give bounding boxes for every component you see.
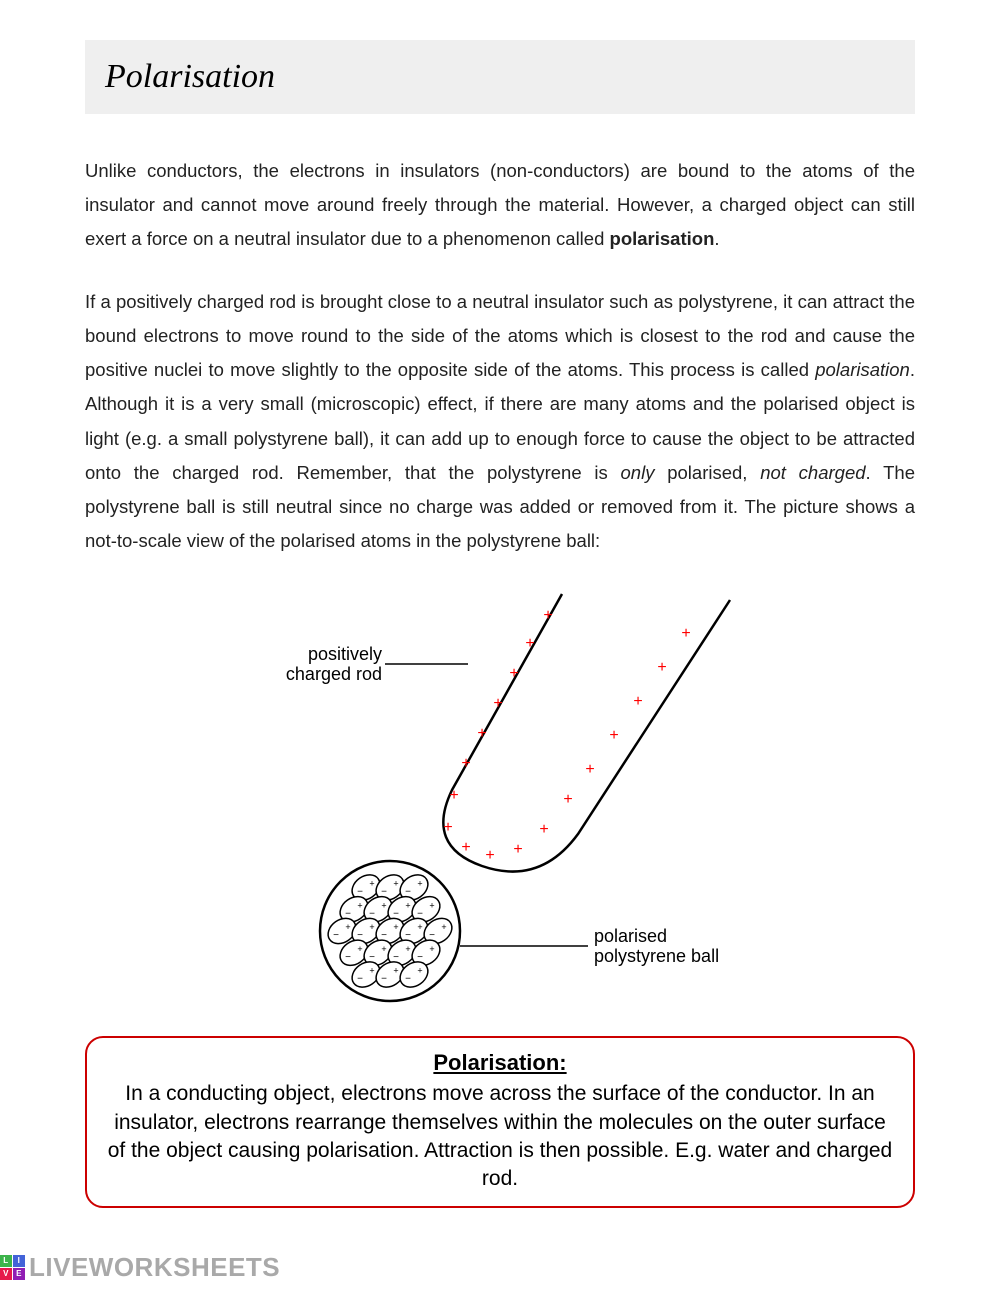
svg-text:+: + bbox=[539, 821, 548, 838]
svg-text:+: + bbox=[393, 922, 398, 932]
svg-text:+: + bbox=[393, 879, 398, 889]
svg-text:+: + bbox=[345, 922, 350, 932]
svg-text:+: + bbox=[417, 879, 422, 889]
svg-text:+: + bbox=[449, 787, 458, 804]
svg-text:+: + bbox=[681, 625, 690, 642]
polystyrene-ball: +−+−+−+−+−+−+−+−+−+−+−+−+−+−+−+−+−+−+− bbox=[320, 861, 460, 1001]
page-title: Polarisation bbox=[105, 58, 895, 96]
svg-text:+: + bbox=[563, 791, 572, 808]
svg-text:−: − bbox=[381, 974, 387, 985]
svg-text:−: − bbox=[369, 952, 375, 963]
svg-text:−: − bbox=[357, 887, 363, 898]
svg-text:+: + bbox=[609, 727, 618, 744]
svg-text:−: − bbox=[393, 952, 399, 963]
svg-text:+: + bbox=[369, 966, 374, 976]
svg-text:+: + bbox=[585, 761, 594, 778]
svg-text:+: + bbox=[405, 944, 410, 954]
polarisation-figure: ++++++++++++++++++ positivelycharged rod… bbox=[85, 586, 915, 1006]
svg-text:+: + bbox=[357, 901, 362, 911]
svg-text:+: + bbox=[369, 922, 374, 932]
polarisation-diagram: ++++++++++++++++++ positivelycharged rod… bbox=[170, 586, 830, 1006]
svg-text:−: − bbox=[405, 974, 411, 985]
watermark: LIVE LIVEWORKSHEETS bbox=[0, 1252, 280, 1283]
svg-text:−: − bbox=[405, 887, 411, 898]
svg-text:+: + bbox=[461, 755, 470, 772]
plus-charges: ++++++++++++++++++ bbox=[443, 607, 690, 864]
svg-text:+: + bbox=[417, 922, 422, 932]
definition-box: Polarisation: In a conducting object, el… bbox=[85, 1036, 915, 1207]
svg-text:+: + bbox=[381, 901, 386, 911]
svg-text:−: − bbox=[369, 909, 375, 920]
svg-text:+: + bbox=[429, 944, 434, 954]
paragraph-2: If a positively charged rod is brought c… bbox=[85, 285, 915, 559]
svg-text:+: + bbox=[525, 635, 534, 652]
svg-text:+: + bbox=[513, 841, 522, 858]
svg-text:−: − bbox=[333, 930, 339, 941]
svg-text:−: − bbox=[417, 909, 423, 920]
svg-text:+: + bbox=[485, 847, 494, 864]
svg-text:+: + bbox=[429, 901, 434, 911]
svg-text:+: + bbox=[493, 695, 502, 712]
svg-text:+: + bbox=[509, 665, 518, 682]
svg-text:+: + bbox=[417, 966, 422, 976]
svg-text:+: + bbox=[657, 659, 666, 676]
svg-text:+: + bbox=[543, 607, 552, 624]
svg-text:+: + bbox=[393, 966, 398, 976]
svg-text:−: − bbox=[345, 952, 351, 963]
paragraph-1: Unlike conductors, the electrons in insu… bbox=[85, 154, 915, 257]
svg-text:−: − bbox=[345, 909, 351, 920]
svg-text:+: + bbox=[461, 839, 470, 856]
definition-body: In a conducting object, electrons move a… bbox=[107, 1080, 893, 1193]
svg-text:+: + bbox=[441, 922, 446, 932]
ball-label-text: polarisedpolystyrene ball bbox=[594, 926, 719, 966]
svg-text:+: + bbox=[405, 901, 410, 911]
svg-text:−: − bbox=[357, 974, 363, 985]
rod-label-text: positivelycharged rod bbox=[286, 644, 382, 684]
svg-text:−: − bbox=[429, 930, 435, 941]
svg-text:−: − bbox=[381, 887, 387, 898]
svg-text:+: + bbox=[381, 944, 386, 954]
title-block: Polarisation bbox=[85, 40, 915, 114]
svg-text:+: + bbox=[369, 879, 374, 889]
svg-text:−: − bbox=[393, 909, 399, 920]
svg-text:−: − bbox=[417, 952, 423, 963]
svg-text:+: + bbox=[477, 725, 486, 742]
svg-text:+: + bbox=[633, 693, 642, 710]
svg-text:−: − bbox=[357, 930, 363, 941]
svg-text:−: − bbox=[405, 930, 411, 941]
definition-title: Polarisation: bbox=[107, 1050, 893, 1076]
watermark-text: LIVEWORKSHEETS bbox=[29, 1252, 280, 1283]
svg-text:−: − bbox=[381, 930, 387, 941]
svg-text:+: + bbox=[443, 819, 452, 836]
watermark-logo-icon: LIVE bbox=[0, 1255, 25, 1280]
svg-text:+: + bbox=[357, 944, 362, 954]
